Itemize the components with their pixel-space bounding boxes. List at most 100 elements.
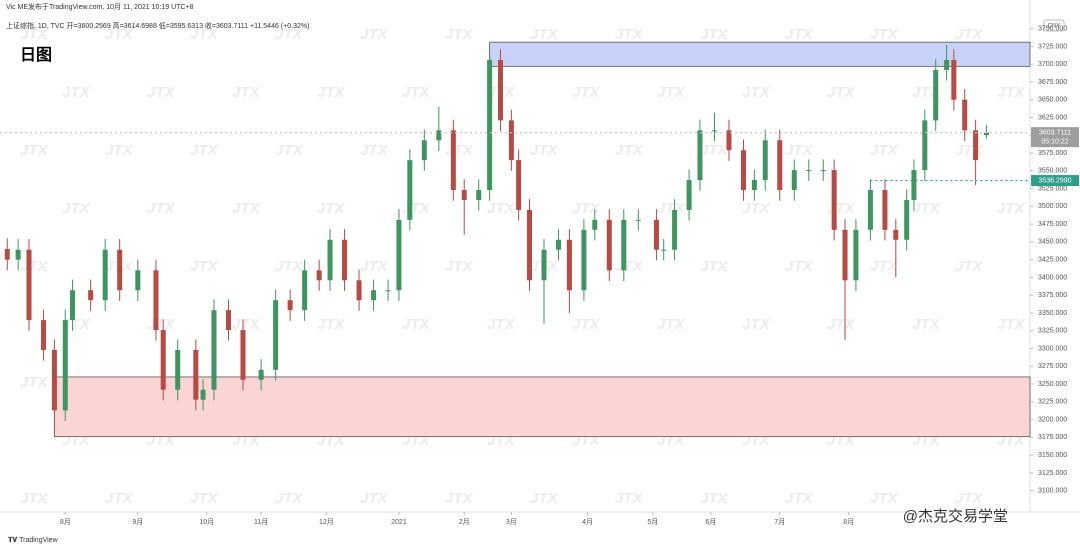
- candle-body: [51, 349, 57, 411]
- candle-body: [762, 140, 768, 181]
- watermark: JTX: [700, 258, 729, 275]
- watermark: JTX: [530, 142, 559, 159]
- watermark: JTX: [232, 84, 261, 101]
- candle-body: [566, 239, 572, 291]
- x-tick-label: 4月: [582, 518, 593, 526]
- y-tick-label: 3750.000: [1038, 26, 1067, 33]
- watermark: JTX: [615, 490, 644, 507]
- y-tick-label: 3200.000: [1038, 416, 1067, 423]
- candle-body: [922, 120, 928, 171]
- watermark: JTX: [190, 26, 219, 43]
- candle-body: [820, 170, 826, 172]
- currency-box: [1043, 19, 1065, 32]
- price-label-box: [1031, 175, 1079, 187]
- watermark: JTX: [530, 490, 559, 507]
- candle-body: [385, 290, 391, 292]
- y-tick-label: 3325.000: [1038, 328, 1067, 335]
- watermark: JTX: [785, 258, 814, 275]
- watermark: JTX: [572, 84, 601, 101]
- candle-body: [316, 270, 322, 281]
- x-tick-label: 10月: [199, 518, 214, 526]
- candle-body: [41, 320, 47, 350]
- candle-body: [371, 290, 377, 301]
- y-tick-label: 3300.000: [1038, 345, 1067, 352]
- y-tick-label: 3550.000: [1038, 168, 1067, 175]
- y-tick-label: 3525.000: [1038, 185, 1067, 192]
- watermark: JTX: [105, 26, 134, 43]
- candle-body: [882, 190, 888, 230]
- candle-body: [26, 249, 32, 321]
- candle-body: [777, 140, 783, 191]
- watermark: JTX: [827, 84, 856, 101]
- watermark: JTX: [955, 490, 984, 507]
- candle-body: [983, 132, 989, 136]
- y-tick-label: 3700.000: [1038, 61, 1067, 68]
- watermark: JTX: [742, 316, 771, 333]
- watermark: JTX: [785, 26, 814, 43]
- candle-body: [135, 270, 141, 291]
- candle-body: [973, 130, 979, 161]
- watermark: JTX: [530, 26, 559, 43]
- candle-body: [944, 59, 950, 70]
- logo: 𝐓𝐕: [8, 536, 19, 544]
- candle-body: [581, 229, 587, 291]
- y-tick-label: 3275.000: [1038, 363, 1067, 370]
- watermark: JTX: [360, 142, 389, 159]
- zone: [54, 376, 1031, 438]
- y-tick-label: 3400.000: [1038, 274, 1067, 281]
- candle-body: [258, 369, 264, 380]
- watermark: JTX: [870, 142, 899, 159]
- candle-body: [672, 209, 678, 250]
- symbol-line: 上证综指, 1D, TVC 开=3600.2569 高=3614.6988 低=…: [6, 21, 309, 30]
- x-tick-label: 11月: [254, 518, 268, 526]
- watermark: JTX: [190, 142, 219, 159]
- watermark: JTX: [20, 142, 49, 159]
- credit: @杰克交易学堂: [903, 507, 1008, 525]
- watermark: JTX: [997, 84, 1026, 101]
- watermark: JTX: [445, 258, 474, 275]
- watermark: JTX: [20, 374, 49, 391]
- watermark: JTX: [445, 26, 474, 43]
- candle-body: [621, 219, 627, 271]
- y-tick-label: 3450.000: [1038, 239, 1067, 246]
- candle-body: [342, 239, 348, 281]
- candle-body: [15, 249, 21, 260]
- watermark: JTX: [572, 316, 601, 333]
- price-label: 3603.7111: [1039, 129, 1071, 136]
- chart-title: 日图: [20, 46, 52, 64]
- candle-body: [740, 150, 746, 191]
- candle-body: [592, 219, 598, 230]
- watermark: JTX: [275, 142, 304, 159]
- y-tick-label: 3625.000: [1038, 114, 1067, 121]
- candle-body: [962, 99, 968, 131]
- candle-body: [661, 249, 667, 251]
- x-tick-label: 12月: [319, 518, 334, 526]
- x-tick-label: 8月: [60, 518, 71, 526]
- y-tick-label: 3375.000: [1038, 292, 1067, 299]
- watermark: JTX: [742, 84, 771, 101]
- watermark: JTX: [147, 84, 176, 101]
- candle-body: [842, 229, 848, 281]
- candle-body: [193, 349, 199, 400]
- candle-body: [893, 229, 899, 240]
- candle-body: [904, 199, 910, 240]
- watermark: JTX: [20, 258, 49, 275]
- candle-body: [751, 180, 757, 191]
- y-tick-label: 3675.000: [1038, 79, 1067, 86]
- watermark: JTX: [62, 200, 91, 217]
- candle-body: [461, 190, 467, 200]
- watermark: JTX: [20, 490, 49, 507]
- watermark: JTX: [657, 316, 686, 333]
- candle-body: [302, 270, 308, 311]
- watermark: JTX: [870, 490, 899, 507]
- candle-body: [62, 320, 68, 411]
- y-tick-label: 3575.000: [1038, 150, 1067, 157]
- x-tick-label: 2021: [391, 519, 407, 526]
- candle-body: [407, 160, 413, 220]
- candle-body: [153, 270, 159, 331]
- candle-body: [327, 239, 333, 281]
- candle-body: [686, 180, 692, 210]
- watermark: JTX: [955, 26, 984, 43]
- watermark: JTX: [870, 26, 899, 43]
